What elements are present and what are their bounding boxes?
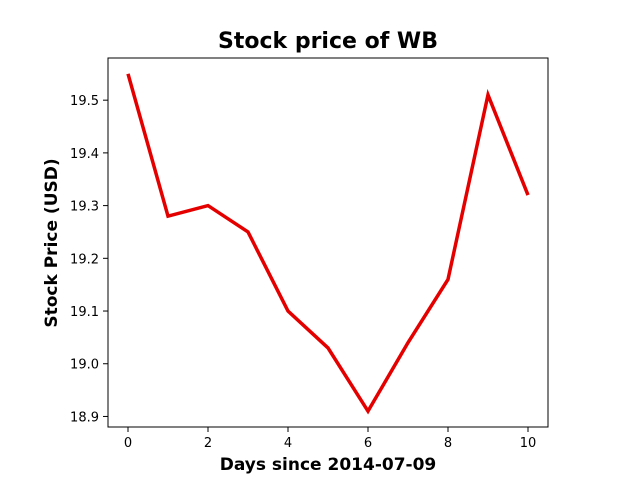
y-tick-label: 19.1 (70, 305, 99, 320)
chart-title: Stock price of WB (218, 29, 438, 54)
series-layer (126, 73, 530, 415)
y-tick-label: 19.3 (70, 200, 99, 215)
x-tick-label: 10 (520, 436, 537, 451)
x-tick-label: 2 (204, 436, 212, 451)
x-axis: 0 2 4 6 8 10 (124, 427, 536, 451)
x-tick-label: 0 (124, 436, 132, 451)
y-axis-label: Stock Price (USD) (42, 158, 62, 327)
y-tick-label: 19.5 (70, 94, 99, 109)
y-tick-label: 19.4 (70, 147, 99, 162)
x-tick-label: 6 (364, 436, 372, 451)
y-tick-label: 19.0 (70, 358, 99, 373)
y-tick-label: 18.9 (70, 410, 99, 425)
series-line (126, 73, 530, 415)
y-tick-label: 19.2 (70, 252, 99, 267)
x-axis-label: Days since 2014-07-09 (220, 455, 437, 475)
y-axis: 18.9 19.0 19.1 19.2 19.3 19.4 19.5 (70, 94, 108, 425)
x-tick-label: 8 (444, 436, 452, 451)
plot-area (107, 57, 549, 428)
x-tick-label: 4 (284, 436, 292, 451)
